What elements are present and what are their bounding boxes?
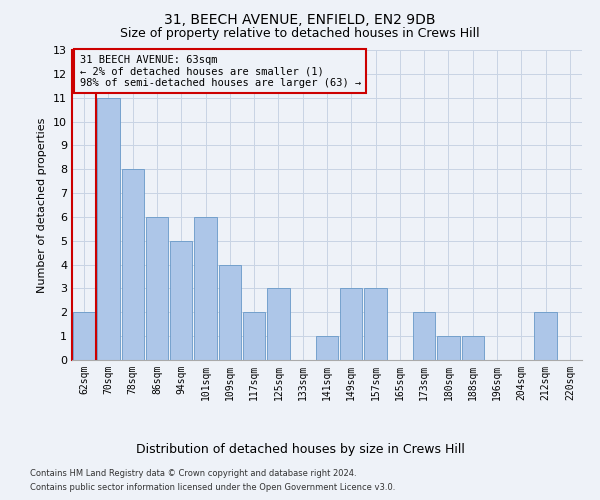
Y-axis label: Number of detached properties: Number of detached properties [37,118,47,292]
Text: 31 BEECH AVENUE: 63sqm
← 2% of detached houses are smaller (1)
98% of semi-detac: 31 BEECH AVENUE: 63sqm ← 2% of detached … [80,54,361,88]
Bar [340,288,362,360]
Bar [194,217,217,360]
Bar [146,217,168,360]
Text: Contains HM Land Registry data © Crown copyright and database right 2024.: Contains HM Land Registry data © Crown c… [30,468,356,477]
Text: Contains public sector information licensed under the Open Government Licence v3: Contains public sector information licen… [30,484,395,492]
Bar [97,98,119,360]
Text: Size of property relative to detached houses in Crews Hill: Size of property relative to detached ho… [120,28,480,40]
Bar [170,241,193,360]
Bar [316,336,338,360]
Bar [218,264,241,360]
Bar [243,312,265,360]
Bar [122,169,144,360]
Text: Distribution of detached houses by size in Crews Hill: Distribution of detached houses by size … [136,442,464,456]
Bar [73,312,95,360]
Bar [437,336,460,360]
Bar [535,312,557,360]
Bar [413,312,436,360]
Bar [267,288,290,360]
Bar [461,336,484,360]
Text: 31, BEECH AVENUE, ENFIELD, EN2 9DB: 31, BEECH AVENUE, ENFIELD, EN2 9DB [164,12,436,26]
Bar [364,288,387,360]
